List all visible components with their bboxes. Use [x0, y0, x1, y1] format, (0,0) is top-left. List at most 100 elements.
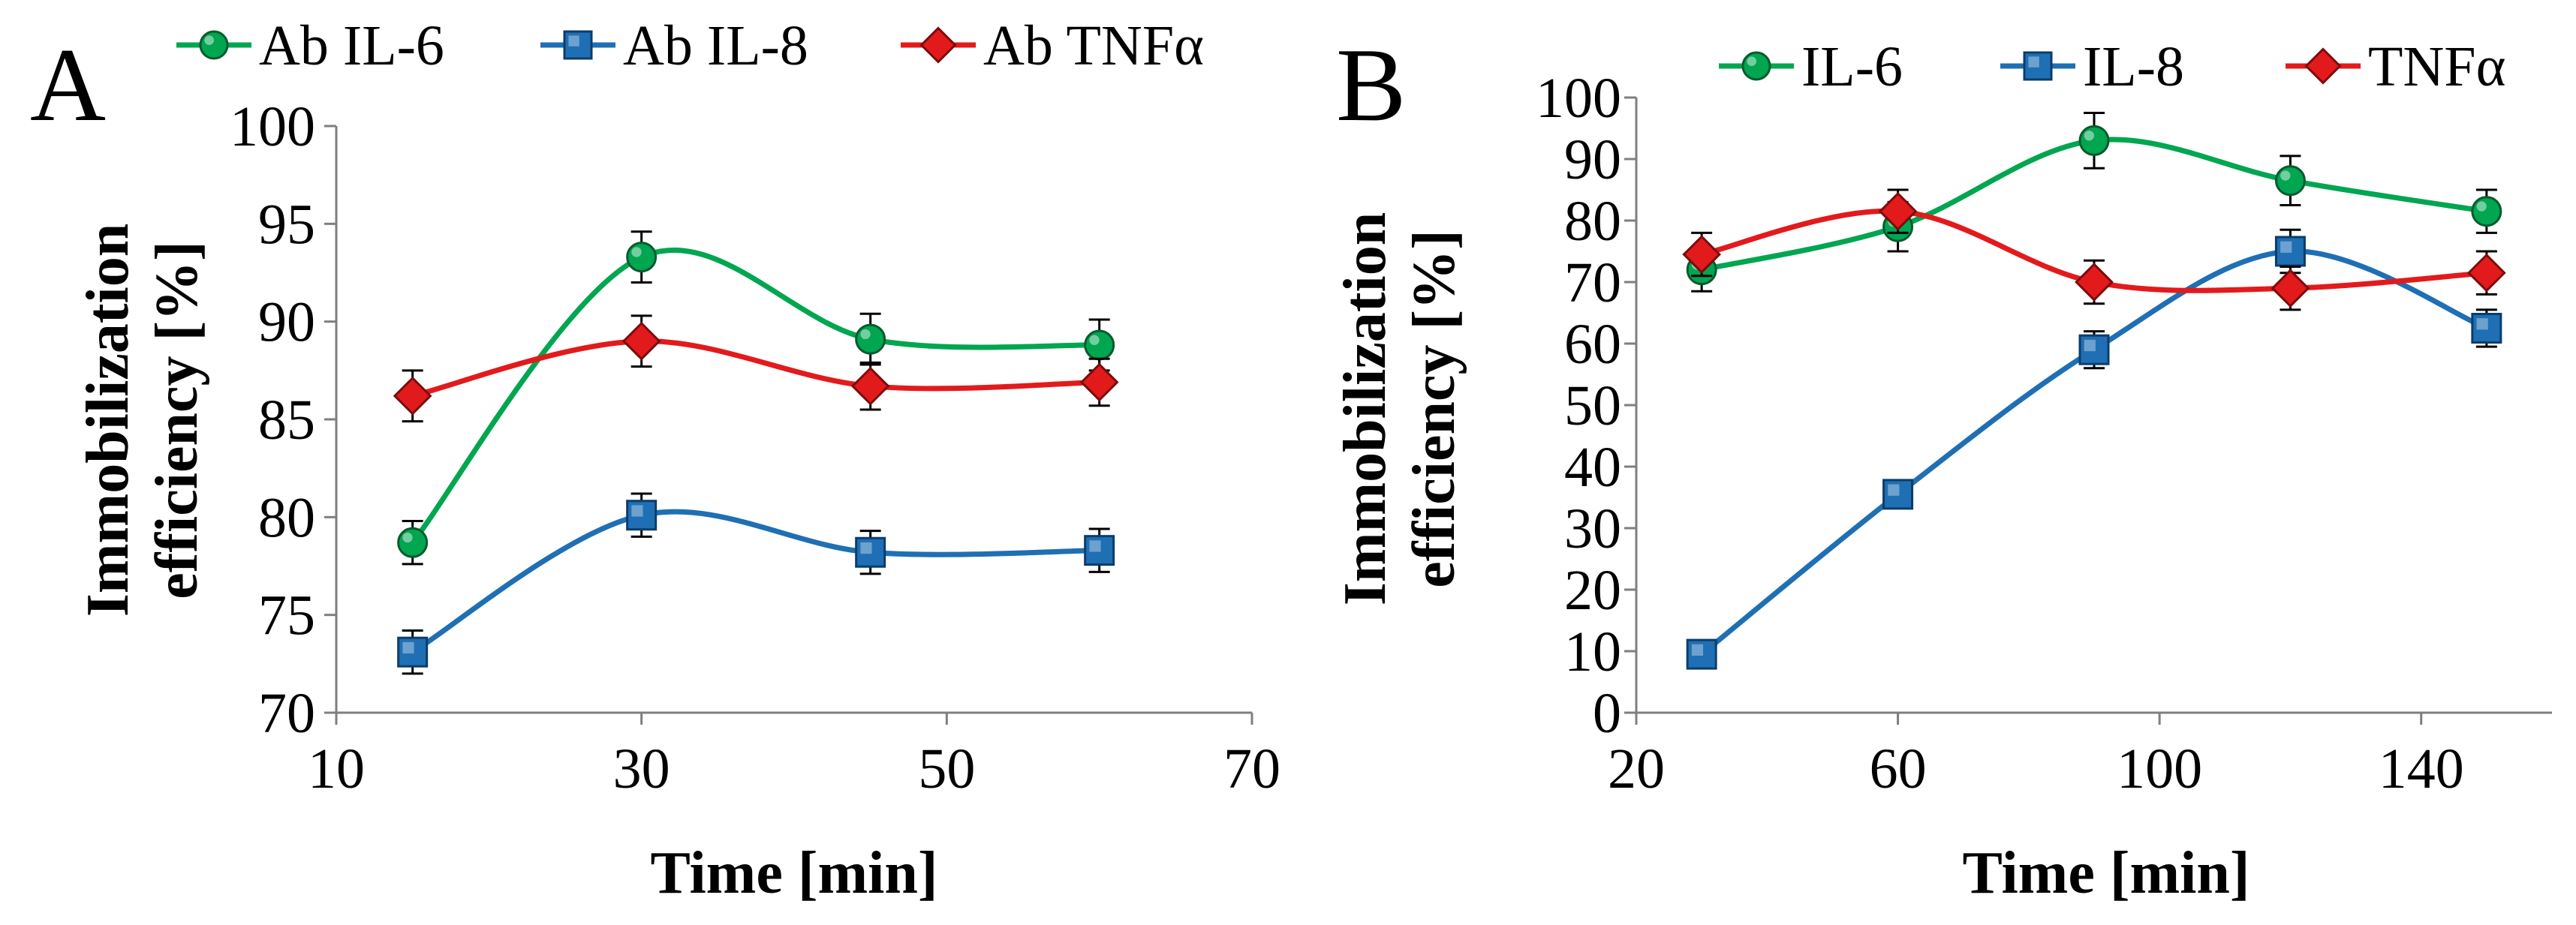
legend-marker — [2023, 51, 2053, 81]
series-ab-tnf- — [393, 314, 1119, 423]
data-point — [2078, 334, 2110, 365]
legend-marker — [919, 26, 957, 64]
x-tick-label: 70 — [1223, 737, 1280, 800]
legend-item: Ab IL-6 — [176, 14, 444, 77]
data-point — [2466, 253, 2506, 293]
data-point — [2471, 313, 2502, 344]
data-point-highlight — [2476, 201, 2487, 212]
legend-item: Ab IL-8 — [540, 14, 808, 77]
data-point — [850, 366, 890, 406]
legend-marker — [1741, 51, 1771, 81]
legend-label: IL-8 — [2083, 35, 2184, 98]
data-point-highlight — [1888, 484, 1900, 496]
y-axis-title-line: Immobilization — [1332, 212, 1398, 605]
legend-marker-highlight — [568, 35, 579, 47]
y-tick-label: 75 — [258, 584, 315, 647]
panel-label: A — [30, 27, 106, 143]
data-point-highlight — [2476, 318, 2488, 330]
data-point-highlight — [2280, 170, 2291, 181]
y-tick-label: 80 — [258, 486, 315, 549]
y-tick-label: 100 — [230, 95, 315, 158]
legend-marker-highlight — [204, 35, 215, 45]
data-point — [1079, 362, 1119, 402]
y-tick-label: 70 — [258, 682, 315, 745]
data-point — [855, 536, 886, 568]
y-tick-label: 70 — [1564, 251, 1621, 314]
y-tick-label: 95 — [258, 193, 315, 256]
y-axis-title-line: Immobilization — [75, 224, 141, 617]
data-point-highlight — [402, 532, 413, 543]
data-point-highlight — [2280, 241, 2292, 253]
series-line — [411, 338, 1100, 399]
x-tick-label: 50 — [918, 737, 975, 800]
x-tick-label: 20 — [1608, 737, 1665, 800]
data-point-highlight — [1691, 644, 1704, 656]
y-tick-label: 80 — [1564, 190, 1621, 253]
y-tick-label: 90 — [258, 291, 315, 354]
y-tick-label: 100 — [1536, 67, 1621, 130]
x-tick-label: 60 — [1870, 737, 1927, 800]
data-point — [397, 636, 429, 668]
data-point — [1084, 329, 1115, 361]
x-tick-label: 30 — [613, 737, 670, 800]
legend-item: Ab TNFα — [901, 14, 1204, 77]
legend-item: IL-8 — [2000, 35, 2184, 98]
legend-marker-highlight — [1747, 56, 1756, 66]
data-point — [626, 500, 658, 531]
data-point-highlight — [631, 247, 642, 257]
data-point — [397, 527, 429, 558]
panel-label: B — [1336, 27, 1406, 143]
data-point-highlight — [860, 542, 872, 554]
y-axis-title-line: efficiency [%] — [144, 241, 210, 599]
data-point-highlight — [631, 505, 643, 517]
y-tick-label: 30 — [1564, 497, 1621, 560]
data-point — [1084, 535, 1115, 566]
data-point-highlight — [1089, 335, 1100, 345]
data-point-highlight — [860, 329, 871, 340]
data-point — [1682, 235, 1722, 274]
x-tick-label: 100 — [2117, 737, 2202, 800]
x-axis-title: Time [min] — [651, 840, 938, 906]
y-axis-title-line: efficiency [%] — [1401, 230, 1467, 588]
data-point — [2078, 125, 2110, 156]
legend-marker — [2304, 47, 2342, 85]
x-tick-label: 140 — [2379, 737, 2464, 800]
x-axis-title: Time [min] — [1963, 840, 2250, 906]
legend-item: TNFα — [2286, 35, 2505, 98]
legend-label: Ab IL-8 — [623, 14, 808, 77]
legend-label: TNFα — [2368, 35, 2505, 98]
y-tick-label: 60 — [1564, 313, 1621, 376]
data-point-highlight — [2084, 339, 2096, 352]
y-tick-label: 50 — [1564, 374, 1621, 437]
data-point — [1686, 638, 1717, 670]
y-tick-label: 20 — [1564, 559, 1621, 622]
series-line — [1699, 248, 2488, 656]
data-point — [2271, 269, 2310, 308]
legend-label: IL-6 — [1801, 35, 1903, 98]
data-point — [2471, 196, 2502, 227]
y-tick-label: 0 — [1593, 682, 1621, 745]
series-tnf- — [1682, 188, 2506, 311]
data-point — [626, 242, 658, 273]
data-point — [1882, 479, 1914, 510]
legend-marker — [563, 30, 593, 60]
y-tick-label: 10 — [1564, 620, 1621, 683]
data-point — [2075, 263, 2114, 302]
data-point — [393, 376, 432, 416]
data-point — [2274, 165, 2306, 197]
y-tick-label: 90 — [1564, 128, 1621, 191]
series-ab-il-8 — [397, 492, 1115, 675]
series-ab-il-6 — [397, 230, 1115, 566]
panel-a: A 70 75 80 85 90 95 100 10 30 50 70 Time [min] Immobi… — [30, 14, 1280, 906]
series-line — [411, 509, 1100, 655]
data-point-highlight — [1089, 540, 1101, 552]
legend-marker — [199, 30, 229, 60]
legend-item: IL-6 — [1719, 35, 1903, 98]
data-point-highlight — [2084, 131, 2095, 141]
series-il-8 — [1686, 228, 2502, 670]
data-point — [621, 321, 661, 361]
series-line — [410, 247, 1100, 545]
data-point — [1878, 191, 1918, 231]
